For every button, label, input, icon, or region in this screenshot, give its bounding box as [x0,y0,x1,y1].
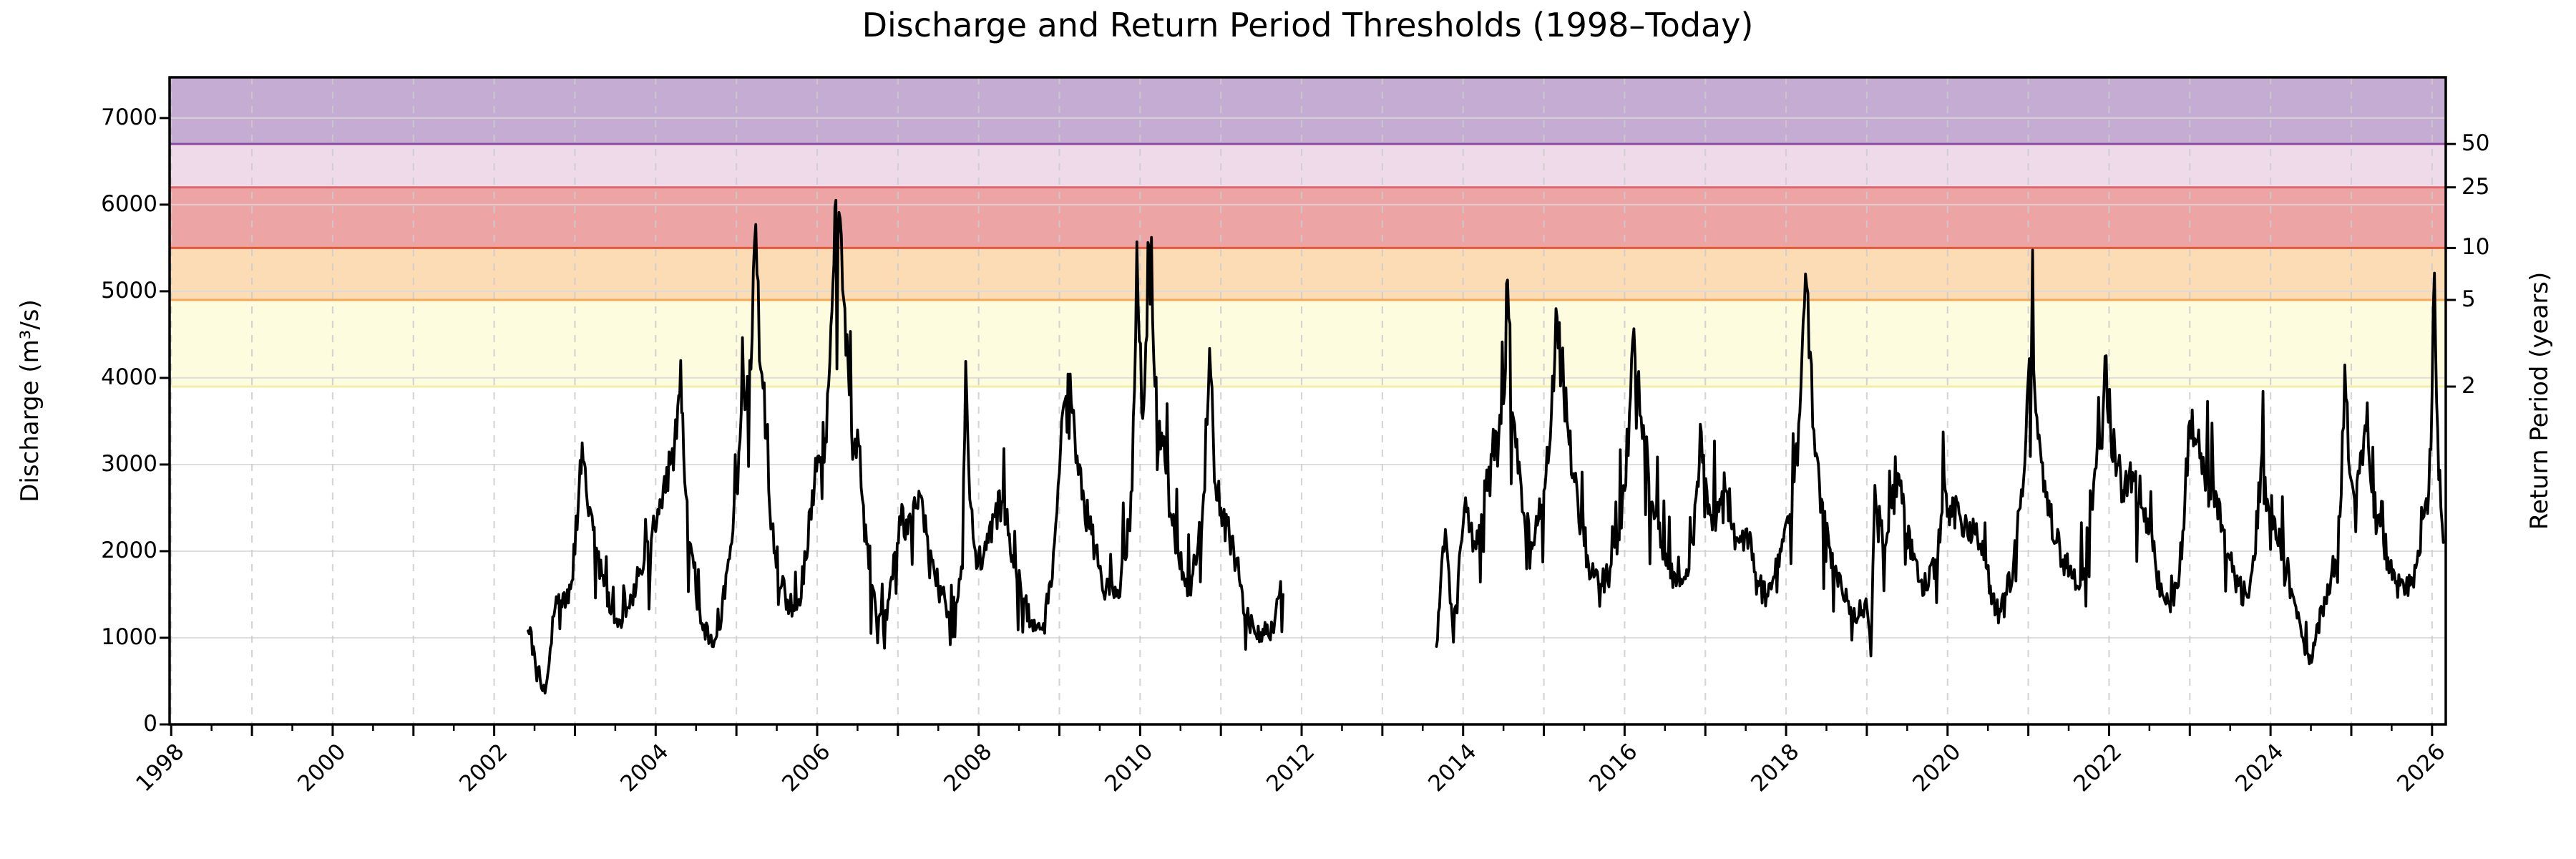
y2-tick-label-5: 5 [2462,286,2476,312]
chart-title: Discharge and Return Period Thresholds (… [862,6,1754,44]
y2-tick-label-50: 50 [2462,130,2490,157]
plot-border [168,76,2447,726]
return-period-band-50y [170,77,2446,145]
data-series-layer [527,198,2445,695]
return-period-band-10y [170,187,2446,248]
threshold-lines-layer [170,142,2446,388]
discharge-line-segment-2 [1435,248,2445,666]
y-tick-label-6000: 6000 [101,190,157,217]
gridlines-layer [170,77,2446,724]
y-tick-label-3000: 3000 [101,450,157,477]
y2-tick-label-10: 10 [2462,234,2490,261]
y-tick-label-2000: 2000 [101,537,157,563]
y-tick-label-5000: 5000 [101,277,157,304]
discharge-line-segment-1 [527,198,1284,695]
y-tick-label-7000: 7000 [101,104,157,130]
y2-tick-label-25: 25 [2462,173,2490,200]
threshold-bands-layer [170,77,2446,387]
return-period-band-2y [170,300,2446,387]
return-period-band-5y [170,248,2446,301]
axes-layer [160,76,2456,736]
y-tick-label-4000: 4000 [101,364,157,390]
y2-tick-label-2: 2 [2462,373,2476,399]
y-tick-label-1000: 1000 [101,623,157,650]
y-tick-label-0: 0 [143,711,157,737]
return-period-band-25y [170,144,2446,188]
